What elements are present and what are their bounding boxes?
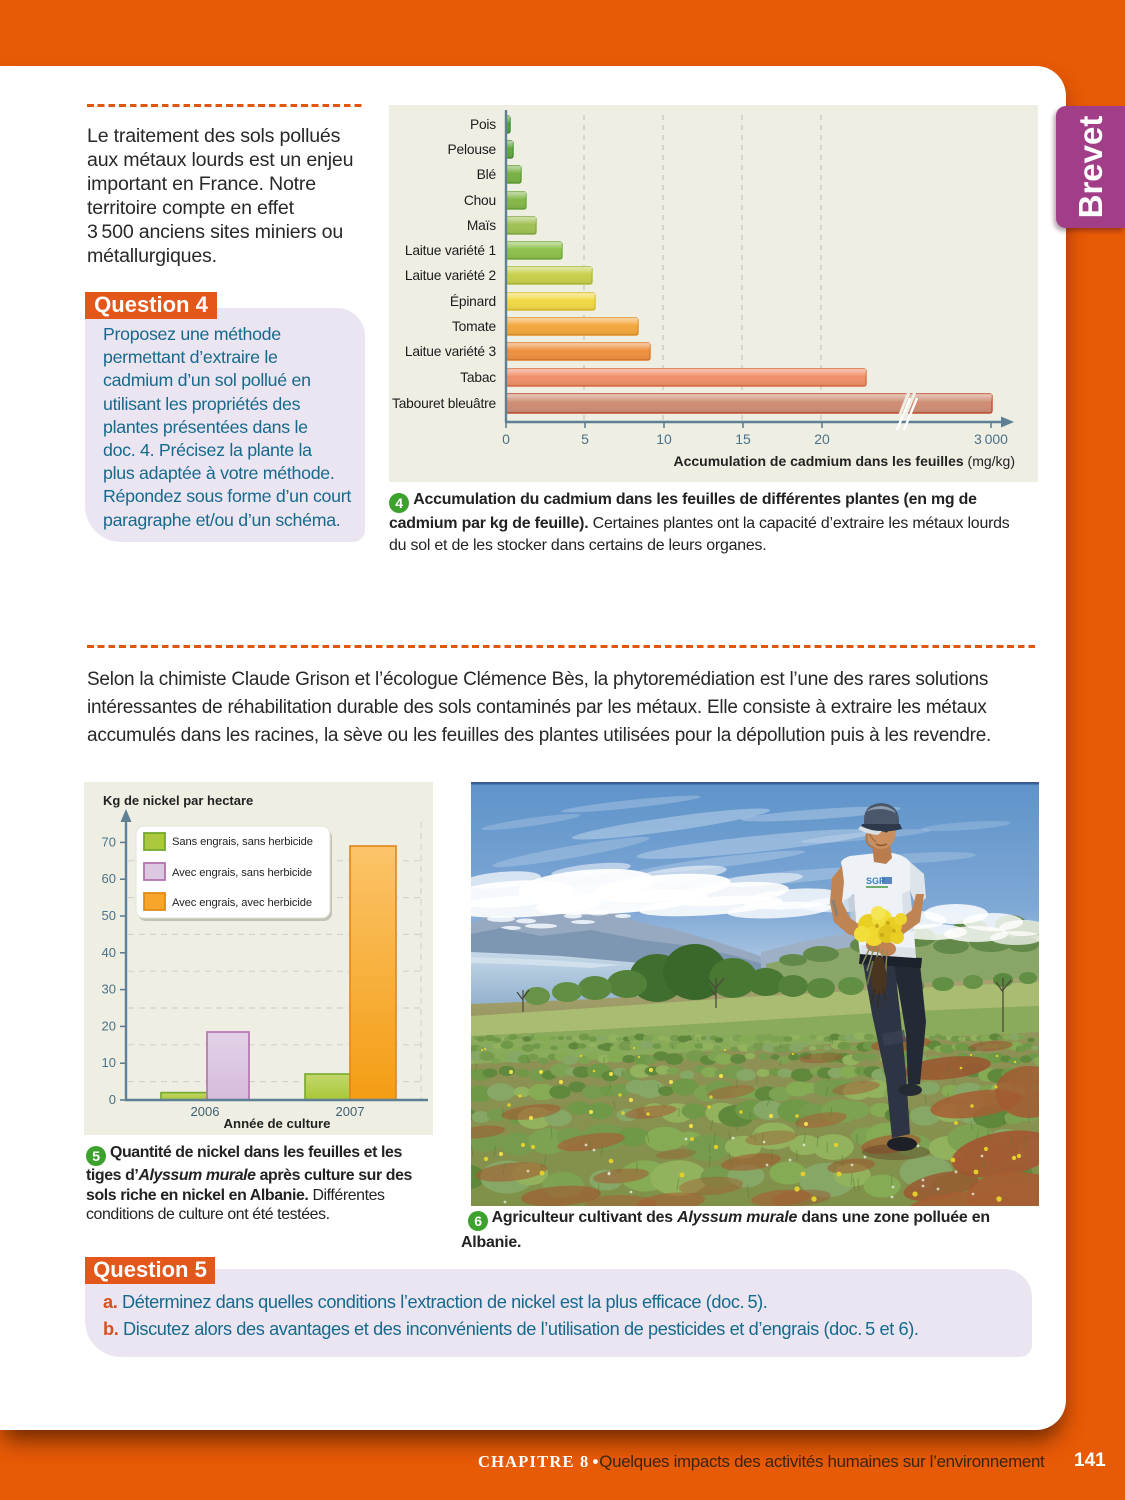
svg-text:2007: 2007 bbox=[336, 1104, 365, 1119]
svg-text:20: 20 bbox=[814, 431, 830, 447]
svg-text:Maïs: Maïs bbox=[467, 218, 496, 233]
svg-text:Pelouse: Pelouse bbox=[448, 142, 497, 157]
svg-text:SGP: SGP bbox=[866, 876, 885, 886]
svg-text:Tabouret bleuâtre: Tabouret bleuâtre bbox=[392, 396, 497, 411]
svg-text:Kg de nickel par hectare: Kg de nickel par hectare bbox=[103, 793, 253, 808]
svg-text:Année de culture: Année de culture bbox=[224, 1116, 331, 1131]
svg-text:Blé: Blé bbox=[477, 167, 497, 182]
svg-text:10: 10 bbox=[102, 1055, 116, 1070]
svg-text:0: 0 bbox=[109, 1092, 116, 1107]
svg-text:Laitue variété 1: Laitue variété 1 bbox=[405, 243, 496, 258]
svg-text:60: 60 bbox=[102, 871, 116, 886]
svg-text:Tabac: Tabac bbox=[460, 370, 496, 385]
svg-text:Tomate: Tomate bbox=[452, 319, 497, 334]
svg-text:30: 30 bbox=[102, 982, 116, 997]
svg-text:Laitue variété 2: Laitue variété 2 bbox=[405, 268, 496, 283]
svg-text:Épinard: Épinard bbox=[450, 293, 496, 309]
svg-text:Pois: Pois bbox=[470, 117, 496, 132]
svg-text:0: 0 bbox=[502, 431, 510, 447]
svg-text:5: 5 bbox=[581, 431, 589, 447]
svg-text:Avec engrais, avec herbicide: Avec engrais, avec herbicide bbox=[172, 897, 312, 909]
svg-text:2006: 2006 bbox=[191, 1104, 220, 1119]
svg-text:Laitue variété 3: Laitue variété 3 bbox=[405, 344, 497, 359]
svg-text:70: 70 bbox=[102, 834, 116, 849]
svg-text:Avec engrais, sans herbicide: Avec engrais, sans herbicide bbox=[172, 867, 312, 879]
svg-text:3 000: 3 000 bbox=[974, 431, 1008, 447]
svg-text:20: 20 bbox=[102, 1018, 116, 1033]
svg-text:Accumulation de cadmium dans l: Accumulation de cadmium dans les feuille… bbox=[673, 453, 1015, 469]
svg-text:Sans engrais, sans herbicide: Sans engrais, sans herbicide bbox=[172, 836, 313, 848]
svg-text:10: 10 bbox=[656, 431, 672, 447]
svg-text:15: 15 bbox=[735, 431, 751, 447]
svg-text:Chou: Chou bbox=[464, 193, 496, 208]
svg-text:50: 50 bbox=[102, 908, 116, 923]
svg-text:40: 40 bbox=[102, 945, 116, 960]
